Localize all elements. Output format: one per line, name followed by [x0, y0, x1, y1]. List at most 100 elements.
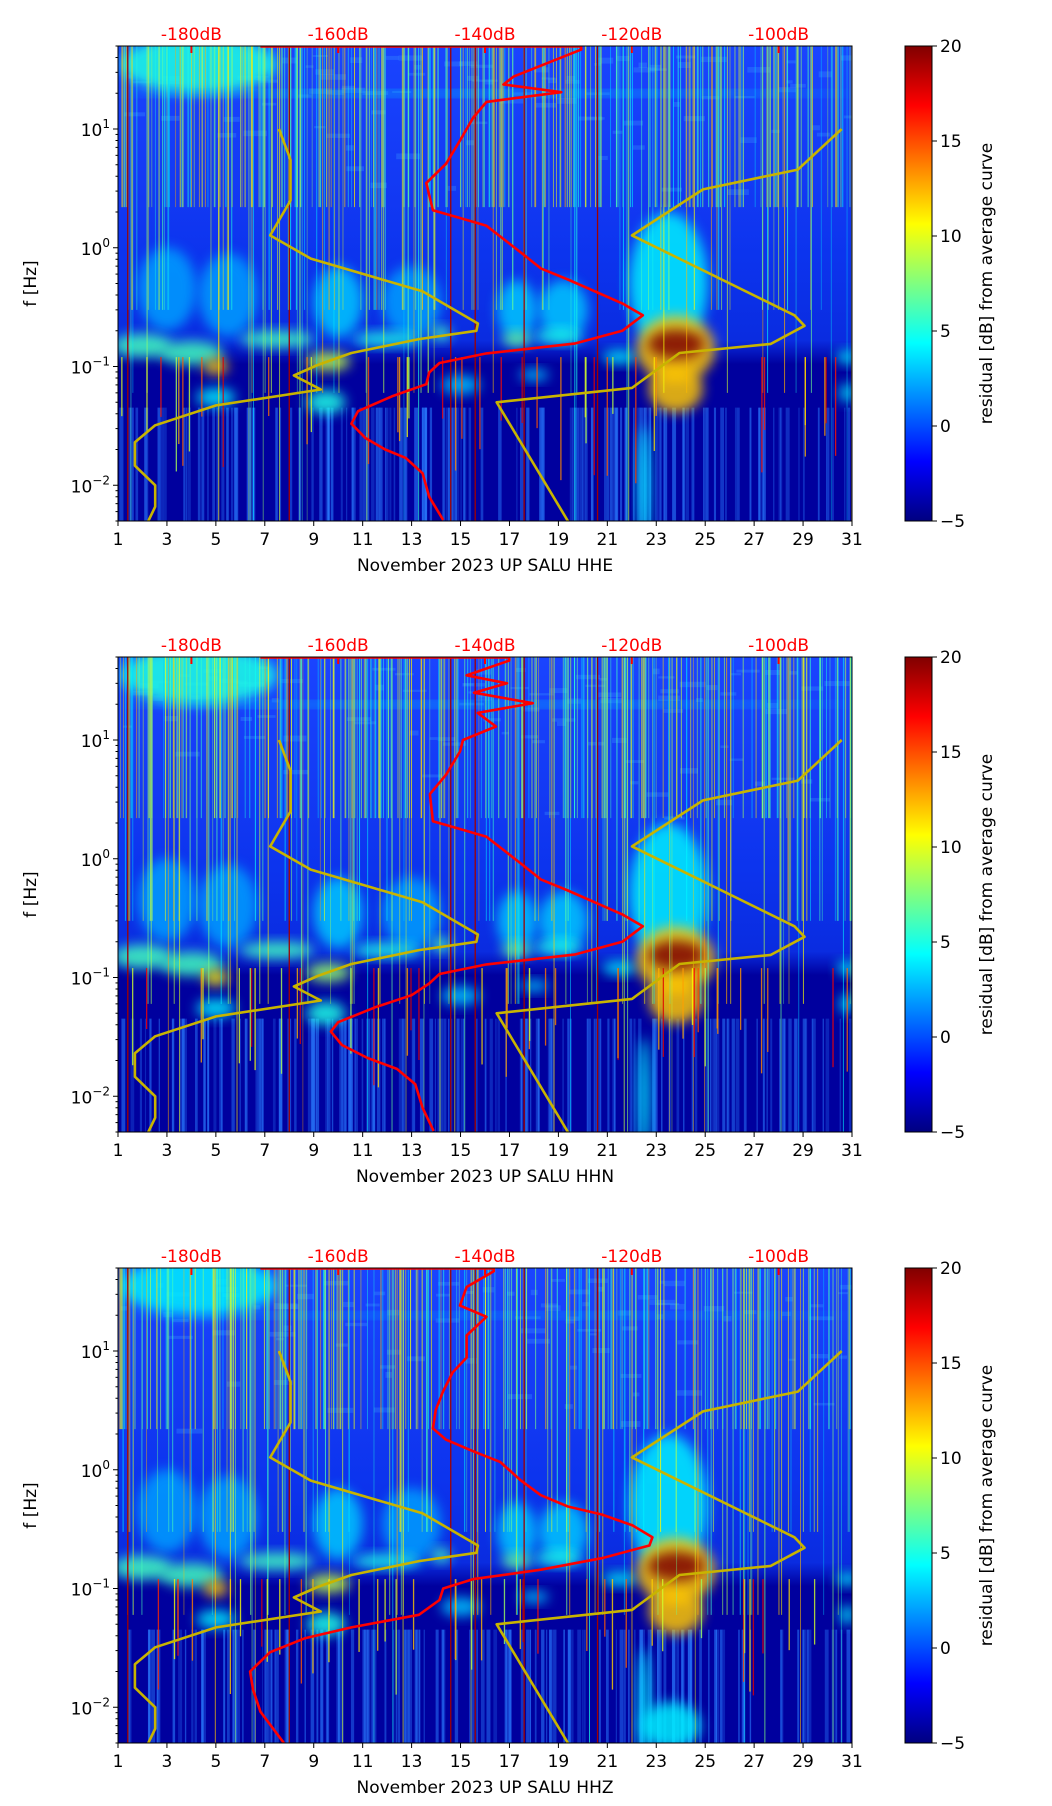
spectrogram-noise [564, 1404, 573, 1409]
y-tick-exponent: −1 [92, 1577, 110, 1591]
spectrogram-noise [305, 65, 314, 68]
heat-feature [120, 1268, 278, 1317]
spectrogram-noise [840, 1284, 852, 1290]
spectrogram-noise [472, 79, 498, 82]
spectrogram-noise [447, 185, 457, 191]
spectrogram-noise [326, 133, 350, 138]
spectrogram-noise [271, 698, 279, 703]
heat-feature [203, 1580, 229, 1597]
heat-feature [538, 891, 588, 951]
spectrogram-noise [549, 688, 568, 694]
y-tick-exponent: 0 [102, 1458, 110, 1472]
heat-feature [352, 332, 422, 347]
spectrogram-noise [720, 692, 737, 696]
spectrogram-noise [587, 741, 605, 746]
x-tick-label: 21 [597, 1752, 619, 1772]
heat-feature [431, 937, 451, 952]
spectrogram-noise [727, 189, 749, 195]
spectrogram-noise [253, 1305, 261, 1310]
x-tick-label: 31 [841, 530, 863, 550]
spectrogram-noise [217, 133, 237, 138]
spectrogram-noise [402, 689, 427, 692]
spectrogram-noise [466, 140, 475, 146]
y-tick-exponent: −2 [92, 1695, 110, 1709]
x-tick-label: 25 [694, 530, 716, 550]
spectrogram-noise [120, 1306, 128, 1311]
colorbar-tick-label: 20 [940, 648, 962, 668]
colorbar-label: residual [dB] from average curve [977, 143, 997, 424]
x-tick-label: 3 [162, 530, 173, 550]
spectrogram-noise [701, 56, 727, 63]
spectrogram-noise [585, 684, 606, 687]
x-tick-label: 7 [259, 530, 270, 550]
heat-feature [352, 1554, 422, 1569]
heat-feature [382, 1488, 441, 1560]
spectrogram-noise [623, 120, 644, 126]
spectrogram-noise [734, 95, 755, 99]
y-tick-exponent: −1 [92, 966, 110, 980]
spectrogram-noise [736, 669, 760, 673]
top-axis-label: -120dB [601, 1247, 662, 1267]
heat-feature [538, 280, 588, 340]
heat-feature [240, 330, 314, 348]
spectrogram-noise [541, 77, 556, 80]
spectrogram-noise [176, 1428, 203, 1434]
y-axis-label: f [Hz] [21, 260, 41, 306]
y-tick-base: 10 [71, 1581, 93, 1601]
spectrogram-noise [703, 1306, 725, 1312]
spectrogram-noise [437, 737, 456, 741]
x-tick-label: 5 [210, 1141, 221, 1161]
spectrogram-noise [168, 1335, 193, 1339]
top-axis-label: -180dB [161, 636, 222, 656]
heat-feature [641, 1701, 701, 1743]
spectrogram-noise [598, 692, 622, 698]
heat-feature [313, 266, 363, 338]
heat-feature [648, 364, 703, 413]
heat-feature [647, 329, 704, 359]
x-tick-label: 23 [645, 1141, 667, 1161]
spectrogram-noise [532, 740, 546, 744]
spectrogram-noise [385, 55, 400, 60]
spectrogram-noise [408, 72, 426, 76]
heat-feature [431, 1548, 451, 1563]
spectrogram-noise [243, 130, 268, 137]
series-reference-polyline [133, 128, 843, 521]
colorbar-tick-label: 0 [940, 1639, 951, 1659]
spectrogram-noise [596, 1286, 604, 1292]
spectrogram-noise [123, 112, 146, 117]
spectrogram-noise [535, 102, 557, 108]
y-tick-label: 101 [81, 1339, 110, 1363]
spectrogram-noise [467, 75, 480, 81]
heat-feature [196, 1609, 236, 1629]
y-tick-base: 10 [71, 1088, 93, 1108]
heat-feature [837, 960, 852, 976]
colorbar-tick-label: −5 [940, 512, 965, 532]
spectrogram-noise [414, 64, 421, 70]
spectrogram-noise [499, 98, 524, 104]
spectrogram-noise [346, 717, 372, 722]
spectrogram-noise [673, 102, 680, 107]
heat-feature [159, 1563, 224, 1587]
heat-feature [637, 425, 651, 521]
x-tick-label: 11 [352, 1752, 374, 1772]
y-tick-label: 10−2 [71, 1084, 110, 1108]
x-tick-label: 5 [210, 1752, 221, 1772]
spectrogram-noise [818, 71, 832, 78]
y-tick-base: 10 [81, 1462, 103, 1482]
heat-feature [203, 358, 229, 375]
y-axis-label: f [Hz] [21, 1482, 41, 1528]
spectrogram-noise [398, 55, 423, 61]
heat-feature [497, 280, 537, 340]
spectrogram-noise [175, 751, 200, 757]
spectrogram-noise [476, 669, 492, 675]
plot-area [118, 1268, 852, 1743]
y-tick-base: 10 [81, 121, 103, 141]
spectrogram-noise [765, 709, 788, 715]
heat-feature [382, 266, 441, 338]
x-tick-label: 15 [450, 1141, 472, 1161]
colorbar-tick-label: 0 [940, 1028, 951, 1048]
spectrogram-noise [649, 1299, 675, 1305]
y-tick-label: 101 [81, 728, 110, 752]
spectrogram-noise [786, 60, 796, 64]
